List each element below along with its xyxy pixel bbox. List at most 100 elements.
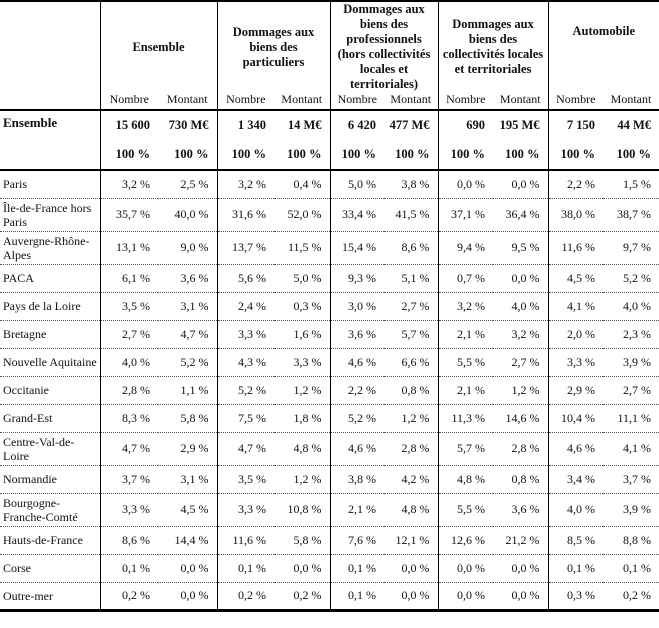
- total-percent-cell: 100 %: [329, 140, 385, 170]
- value-cell: 4,8 %: [401, 502, 430, 516]
- region-row: Pays de la Loire 3,5 % 3,1 % 2,4 % 0,3 % 3,0 …: [0, 292, 659, 320]
- value-cell: 37,1 %: [437, 198, 494, 231]
- value-cell: 2,4 %: [216, 292, 274, 320]
- value-cell: 13,1 %: [99, 231, 158, 264]
- value-cell: 0,3 %: [293, 298, 322, 313]
- value-cell: 3,5 %: [216, 465, 274, 493]
- value-cell: 3,9 %: [623, 354, 652, 369]
- value-cell: 4,6 %: [547, 432, 604, 465]
- total-value-cell: 14 M€: [287, 118, 322, 132]
- region-label: Grand-Est: [3, 411, 53, 425]
- value-cell: 0,7 %: [437, 264, 494, 292]
- value-cell: 14,6 %: [505, 410, 540, 425]
- value-cell: 0,2 %: [99, 582, 158, 610]
- value-cell: 6,6 %: [401, 354, 430, 369]
- value-cell: 1,2 %: [293, 382, 322, 397]
- value-cell: 0,0 %: [511, 588, 540, 602]
- value-cell: 3,9 %: [623, 502, 652, 516]
- value-cell: 5,2 %: [180, 354, 209, 369]
- value-cell: 2,8 %: [401, 441, 430, 455]
- value-cell: 4,0 %: [511, 298, 540, 313]
- total-percent-cell: 100 %: [437, 140, 494, 170]
- value-cell: 41,5 %: [395, 207, 430, 221]
- value-cell: 3,7 %: [99, 465, 158, 493]
- totals-block: Ensemble 15 600 730 M€ 1 340 14 M€ 6 420…: [0, 110, 659, 170]
- value-cell: 8,5 %: [547, 526, 604, 554]
- value-cell: 6,1 %: [99, 264, 158, 292]
- value-cell: 3,2 %: [437, 292, 494, 320]
- value-cell: 5,8 %: [180, 410, 209, 425]
- value-cell: 5,5 %: [437, 493, 494, 526]
- region-row: Auvergne-Rhône-Alpes 13,1 % 9,0 % 13,7 % 11,…: [0, 231, 659, 264]
- value-cell: 4,2 %: [401, 471, 430, 486]
- value-cell: 5,2 %: [623, 270, 652, 285]
- subheader-nombre: Nombre: [329, 92, 385, 110]
- region-label: Bourgogne-Franche-Comté: [3, 495, 78, 524]
- subheader-montant: Montant: [281, 92, 323, 106]
- corner-cell: [0, 1, 100, 110]
- value-cell: 11,6 %: [547, 231, 604, 264]
- value-cell: 4,5 %: [180, 502, 209, 516]
- value-cell: 3,4 %: [547, 465, 604, 493]
- value-cell: 3,3 %: [99, 493, 158, 526]
- value-cell: 9,7 %: [623, 240, 652, 254]
- value-cell: 3,2 %: [99, 170, 158, 198]
- totals-values-row: Ensemble 15 600 730 M€ 1 340 14 M€ 6 420…: [0, 110, 659, 140]
- value-cell: 5,0 %: [329, 170, 385, 198]
- region-label: Centre-Val-de-Loire: [3, 434, 75, 463]
- value-cell: 12,6 %: [437, 526, 494, 554]
- value-cell: 0,0 %: [293, 560, 322, 575]
- total-value-cell: 690: [437, 110, 494, 140]
- value-cell: 1,2 %: [401, 410, 430, 425]
- value-cell: 0,0 %: [401, 560, 430, 575]
- value-cell: 4,0 %: [547, 493, 604, 526]
- value-cell: 3,3 %: [547, 348, 604, 376]
- value-cell: 4,1 %: [547, 292, 604, 320]
- value-cell: 52,0 %: [287, 207, 322, 221]
- value-cell: 9,0 %: [180, 240, 209, 254]
- total-value-cell: 6 420: [329, 110, 385, 140]
- value-cell: 5,0 %: [293, 270, 322, 285]
- value-cell: 5,2 %: [216, 376, 274, 404]
- column-group-title: Dommages aux biens des particuliers: [232, 24, 315, 69]
- value-cell: 3,2 %: [216, 170, 274, 198]
- value-cell: 3,6 %: [180, 270, 209, 285]
- value-cell: 4,7 %: [216, 432, 274, 465]
- region-label: Normandie: [3, 472, 57, 486]
- subheader-row: Nombre Montant Nombre Montant Nombre Mon…: [0, 92, 659, 110]
- value-cell: 38,7 %: [617, 207, 652, 221]
- value-cell: 35,7 %: [99, 198, 158, 231]
- value-cell: 9,3 %: [329, 264, 385, 292]
- region-label: Bretagne: [3, 327, 47, 341]
- value-cell: 11,6 %: [216, 526, 274, 554]
- value-cell: 2,7 %: [401, 298, 430, 313]
- column-group-title: Dommages aux biens des professionnels (h…: [337, 2, 431, 91]
- subheader-montant: Montant: [166, 92, 208, 106]
- value-cell: 3,3 %: [293, 354, 322, 369]
- value-cell: 36,4 %: [505, 207, 540, 221]
- value-cell: 1,1 %: [180, 382, 209, 397]
- value-cell: 31,6 %: [216, 198, 274, 231]
- value-cell: 0,2 %: [216, 582, 274, 610]
- value-cell: 5,7 %: [437, 432, 494, 465]
- total-percent-cell: 100 %: [216, 140, 274, 170]
- value-cell: 4,8 %: [437, 465, 494, 493]
- total-percent-cell: 100 %: [616, 147, 652, 161]
- region-label: Nouvelle Aquitaine: [3, 355, 97, 369]
- value-cell: 2,1 %: [329, 493, 385, 526]
- value-cell: 2,2 %: [329, 376, 385, 404]
- value-cell: 2,9 %: [180, 441, 209, 455]
- totals-label: Ensemble: [3, 115, 58, 130]
- total-value-cell: 15 600: [99, 110, 158, 140]
- value-cell: 0,1 %: [99, 554, 158, 582]
- value-cell: 4,0 %: [99, 348, 158, 376]
- column-group-professionnels: Dommages aux biens des professionnels (h…: [329, 1, 439, 92]
- value-cell: 3,8 %: [329, 465, 385, 493]
- value-cell: 4,6 %: [329, 432, 385, 465]
- region-row: Corse 0,1 % 0,0 % 0,1 % 0,0 % 0,1 % 0,0 % 0,0 %…: [0, 554, 659, 582]
- subheader-montant: Montant: [610, 92, 652, 106]
- value-cell: 0,0 %: [511, 176, 540, 191]
- value-cell: 0,1 %: [216, 554, 274, 582]
- value-cell: 0,4 %: [293, 176, 322, 191]
